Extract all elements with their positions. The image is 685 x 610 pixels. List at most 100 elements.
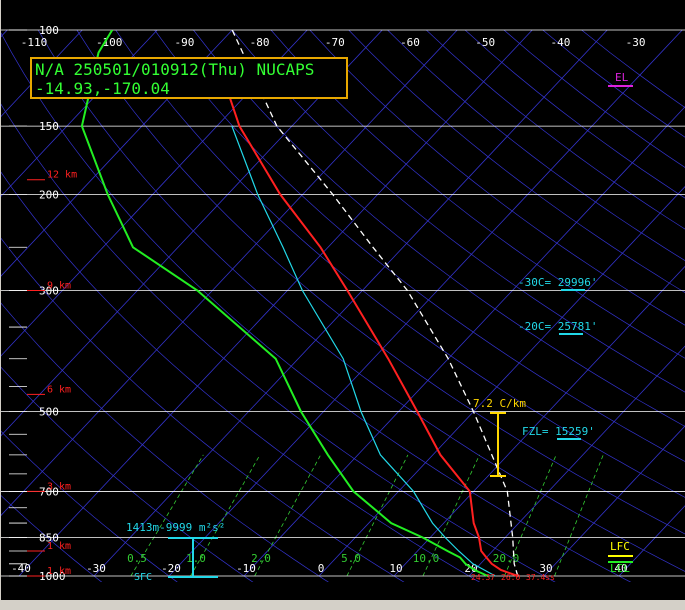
axis-ticks: -110 -100 -90 -80 -70 -60 -50 -40 -30-40 -30 -20 -1… [9,29,646,577]
el-label: EL [615,71,629,84]
dry-adiabat-line [154,30,685,462]
dry-adiabat-line [1,32,632,582]
dry-adiabat-line [270,30,685,359]
dry-adiabat-line [1,302,329,582]
isotherm-line [1,30,383,437]
isotherm-line [93,30,608,577]
height-label: 9 km [47,281,71,292]
bottom-temp-tick-label: 30 [539,562,552,575]
sounding-info-box[interactable]: N/A 250501/010912(Thu) NUCAPS -14.93,-17… [30,57,348,99]
isotherm-line [543,425,685,577]
isotherm-line [393,265,685,577]
bottom-temp-tick-label: -40 [11,562,31,575]
annotations: 12 km 9 km 6 km 3 km 1 km 1 km EL -30C= 29996' -… [27,71,633,583]
bottom-temp-tick-label: 10 [389,562,402,575]
isotherm-line [318,186,685,577]
isotherm-line [18,30,533,577]
dry-adiabat-line [231,30,685,393]
top-temp-tick-label: -80 [250,36,270,49]
parcel-trace [231,30,519,577]
sounding-profiles [80,30,519,577]
mixing-ratio-line [504,454,557,577]
dry-adiabat-line [1,237,405,582]
mixing-ratio-line [346,454,409,577]
minus30c-label: -30C= 29996' [518,276,597,289]
lcl-label: LCL [610,562,630,575]
mixing-ratio-label: 0.5 [127,552,147,565]
fzl-label: FZL= 15259' [522,425,595,438]
top-temp-tick-label: -30 [626,36,646,49]
isobar-label: 300 [39,285,59,298]
window-bottom-border [0,600,685,610]
surface-dewpoint-label: 26.0 [501,573,520,582]
height-label: 1 km [47,566,71,577]
isobar-label: 150 [39,120,59,133]
sounding-header-title: N/A 250501/010912(Thu) NUCAPS [35,60,315,79]
isotherm-line [1,30,308,357]
dry-adiabat-line [1,171,481,582]
minus20c-label: -20C= 25781' [518,320,597,333]
isotherm-line [1,30,158,197]
mixing-ratio-label: 10.0 [413,552,440,565]
dry-adiabat-line [581,30,685,108]
mixing-ratio-line [190,454,261,577]
bottom-temp-tick-label: -10 [236,562,256,575]
top-temp-tick-label: -70 [325,36,345,49]
isobar-label: 500 [39,406,59,419]
temperature-trace [220,72,519,577]
sounding-location: -14.93,-170.04 [35,79,170,98]
mixing-ratio-line [254,454,322,577]
top-temp-tick-label: -50 [475,36,495,49]
dry-adiabat-line [1,103,556,582]
mixing-ratio-line [422,454,480,577]
surface-temp-label: 24.37 [471,573,495,582]
dry-adiabat-line [309,30,685,326]
isotherm-line [243,106,685,577]
dry-adiabat-line [193,30,685,427]
lfc-label: LFC [610,540,630,553]
isobar-label: 700 [39,485,59,498]
isotherm-lines [1,30,685,577]
bottom-temp-tick-label: -30 [86,562,106,575]
lapse-rate-label: 7.2 C/km [473,397,526,410]
isotherm-line [1,30,8,38]
dry-adiabat-line [464,30,685,199]
isotherm-line [468,345,685,577]
bottom-temp-tick-label: 0 [318,562,325,575]
effective-inflow-label: 1413m-9999 m²s² [126,521,225,534]
dry-adiabat-lines [1,30,685,582]
isotherm-line [1,30,458,516]
isotherm-line [618,505,685,577]
isobar-label: 200 [39,188,59,201]
mixing-ratio-label: 2.0 [251,552,271,565]
dry-adiabat-line [387,30,685,262]
height-label: 1 km [47,541,71,552]
mixing-ratio-line [130,454,204,577]
height-label: 12 km [47,170,77,181]
bottom-temp-tick-label: -20 [161,562,181,575]
sfc-label: SFC [134,572,152,583]
isotherm-line [168,30,683,577]
top-temp-tick-label: -110 [21,36,48,49]
top-temp-tick-label: -40 [550,36,570,49]
height-label: 6 km [47,384,71,395]
surface-wetbulb-label: 37.4ss [526,573,555,582]
dewpoint-trace [80,30,489,577]
mixing-ratio-label: 5.0 [341,552,361,565]
dry-adiabat-line [76,30,685,535]
isobar-label: 850 [39,531,59,544]
mixing-ratio-line [554,454,604,577]
dry-adiabat-line [1,430,178,582]
dry-adiabat-line [115,30,685,498]
height-label: 3 km [47,481,71,492]
top-temp-tick-label: -60 [400,36,420,49]
top-temp-tick-label: -90 [174,36,194,49]
bottom-temp-tick-label: 40 [614,562,627,575]
top-temp-tick-label: -100 [96,36,123,49]
dry-adiabat-line [426,30,685,230]
mixing-ratio-lines [130,454,604,577]
dry-adiabat-line [1,495,103,582]
isotherm-line [1,30,233,277]
